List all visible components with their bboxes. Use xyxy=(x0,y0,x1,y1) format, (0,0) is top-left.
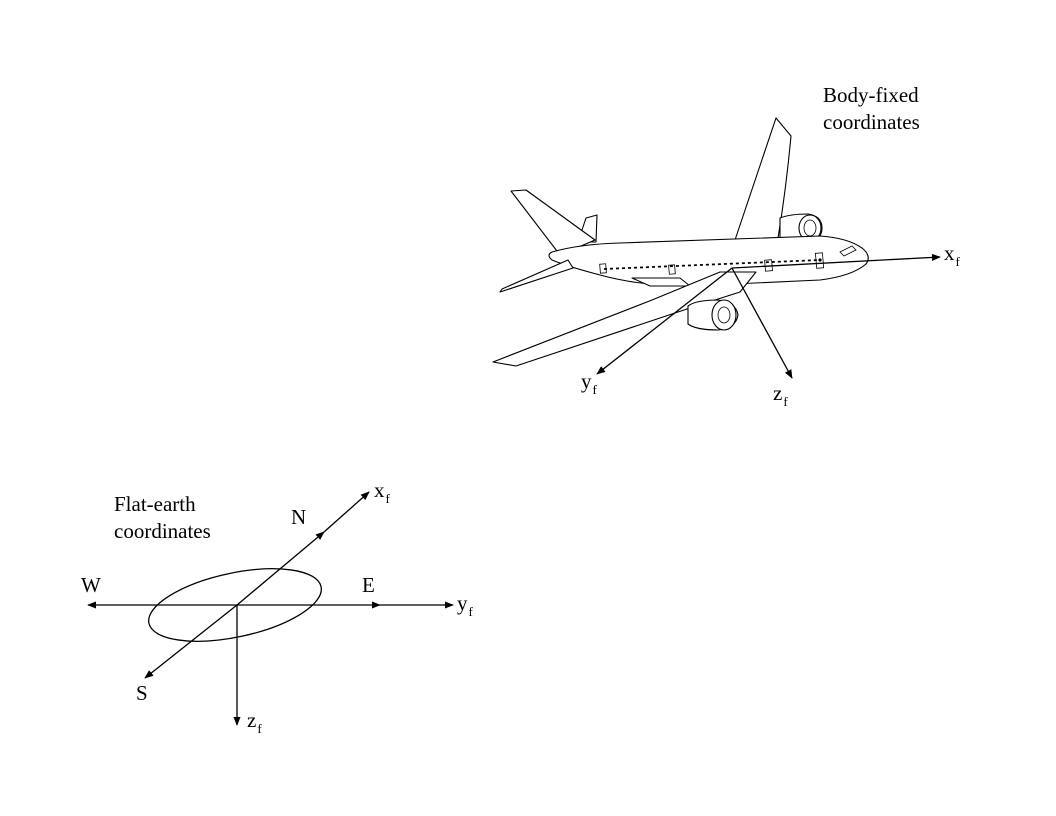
horizontal-stabilizer-near xyxy=(499,259,574,293)
south-label: S xyxy=(136,681,148,705)
earth-z-label: zf xyxy=(247,708,262,736)
fuselage xyxy=(548,235,869,287)
horizon-ellipse xyxy=(148,568,322,642)
aircraft-illustration xyxy=(492,117,869,367)
vertical-stabilizer xyxy=(510,189,596,256)
north-axis xyxy=(236,531,325,606)
body-y-label: yf xyxy=(581,369,598,397)
west-label: W xyxy=(81,573,101,597)
earth-frame-title-2: coordinates xyxy=(114,519,211,543)
body-frame-title-2: coordinates xyxy=(823,110,920,134)
right-engine xyxy=(687,299,739,331)
left-wing xyxy=(734,117,792,241)
right-wing xyxy=(492,271,757,367)
body-y-axis xyxy=(596,267,733,375)
body-x-label: xf xyxy=(944,241,961,269)
north-label: N xyxy=(291,505,306,529)
earth-x-label: xf xyxy=(374,478,391,506)
body-x-axis xyxy=(731,253,941,269)
earth-y-label: yf xyxy=(457,591,474,619)
earth-frame-title-1: Flat-earth xyxy=(114,492,196,516)
earth-x-axis xyxy=(323,491,370,533)
earth-frame xyxy=(87,491,454,726)
body-axes xyxy=(596,253,941,379)
body-frame-title-1: Body-fixed xyxy=(823,83,919,107)
east-label: E xyxy=(362,573,375,597)
north-south-axis xyxy=(144,604,238,679)
left-engine xyxy=(779,213,823,243)
body-z-label: zf xyxy=(773,381,788,409)
body-z-axis xyxy=(731,267,793,379)
